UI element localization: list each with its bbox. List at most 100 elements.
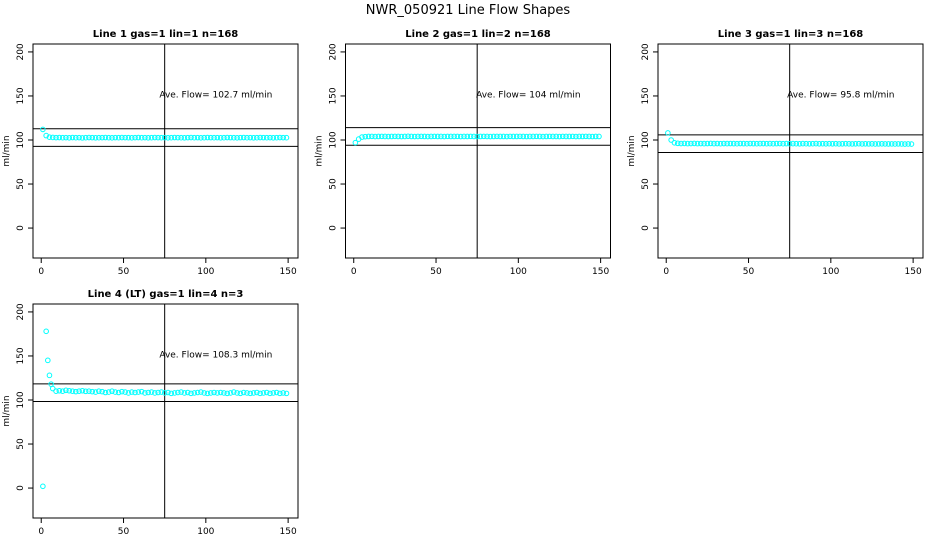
y-tick-label: 50 — [329, 178, 339, 190]
data-point — [576, 133, 583, 140]
data-point — [431, 133, 438, 140]
data-point — [56, 387, 63, 394]
data-point — [869, 140, 875, 147]
data-point — [224, 390, 231, 397]
data-point — [171, 134, 178, 141]
data-point — [826, 140, 832, 147]
data-point — [53, 388, 59, 394]
data-point — [152, 134, 158, 141]
data-point — [573, 133, 579, 140]
data-point — [277, 390, 283, 397]
data-point — [809, 140, 816, 147]
x-tick-label: 50 — [118, 527, 130, 537]
data-point — [198, 389, 204, 395]
data-point — [260, 390, 267, 396]
data-point — [263, 134, 270, 141]
data-point — [500, 133, 507, 140]
y-tick-label: 0 — [16, 225, 26, 231]
data-point — [191, 390, 198, 396]
x-tick-label: 0 — [38, 527, 44, 537]
data-point — [86, 134, 92, 141]
data-point — [701, 140, 707, 147]
data-point — [59, 134, 66, 141]
data-point — [86, 388, 92, 394]
data-point — [816, 140, 823, 147]
x-tick-label: 100 — [510, 267, 527, 277]
data-point — [800, 140, 806, 147]
data-point — [148, 389, 155, 395]
data-point — [217, 134, 224, 141]
data-point — [240, 389, 247, 396]
y-tick-label: 100 — [16, 391, 26, 408]
plot-frame — [32, 43, 299, 259]
data-point — [563, 133, 569, 140]
data-point — [188, 390, 194, 397]
data-point — [688, 140, 694, 147]
data-point — [247, 134, 254, 141]
data-point — [885, 141, 892, 147]
data-point — [115, 389, 122, 396]
data-point — [513, 133, 520, 140]
data-point — [398, 133, 405, 140]
data-point — [415, 133, 421, 140]
data-point — [102, 134, 109, 141]
data-point — [53, 134, 59, 141]
data-point — [813, 140, 819, 147]
data-point — [694, 140, 701, 147]
data-point — [79, 135, 86, 141]
data-point — [69, 388, 76, 394]
plot-frame — [657, 43, 924, 259]
data-point — [859, 141, 865, 147]
data-point — [796, 140, 803, 147]
data-point — [194, 134, 201, 141]
plot-frame — [32, 303, 299, 519]
data-point — [69, 134, 76, 141]
data-point — [819, 140, 826, 147]
data-point — [533, 133, 540, 140]
data-point — [119, 134, 125, 141]
data-point — [783, 140, 790, 147]
x-tick-label: 150 — [592, 267, 609, 277]
data-point — [359, 134, 365, 140]
data-point — [793, 140, 800, 147]
y-tick-label: 0 — [329, 225, 339, 231]
x-tick-label: 50 — [430, 267, 442, 277]
data-point — [46, 134, 53, 140]
plot-frame — [345, 43, 611, 259]
data-point — [484, 133, 490, 140]
data-point — [849, 141, 856, 147]
data-point — [763, 140, 770, 147]
data-point — [99, 388, 105, 395]
data-point — [836, 141, 842, 147]
data-point — [842, 140, 849, 147]
data-point — [428, 133, 434, 140]
data-point — [181, 390, 188, 396]
data-point — [89, 134, 96, 141]
y-tick-label: 150 — [329, 87, 339, 104]
x-tick-label: 150 — [905, 267, 922, 277]
data-point — [92, 134, 99, 141]
data-point — [161, 390, 168, 396]
data-point — [550, 133, 556, 140]
data-point — [142, 390, 148, 396]
data-point — [152, 390, 158, 396]
data-point — [244, 134, 250, 141]
data-point — [773, 140, 780, 147]
data-point — [750, 140, 757, 147]
data-point — [128, 134, 135, 141]
data-point — [454, 133, 461, 140]
data-point — [362, 133, 369, 140]
y-axis-label: ml/min — [315, 135, 325, 166]
data-point — [56, 134, 63, 141]
data-point — [448, 133, 454, 140]
data-point — [382, 133, 388, 140]
data-point — [132, 134, 138, 141]
data-point — [727, 140, 734, 147]
data-point — [520, 133, 527, 140]
data-point — [444, 133, 451, 140]
data-point — [250, 134, 257, 141]
data-point — [875, 141, 882, 147]
data-point — [254, 389, 260, 396]
y-axis-label: ml/min — [2, 135, 12, 166]
